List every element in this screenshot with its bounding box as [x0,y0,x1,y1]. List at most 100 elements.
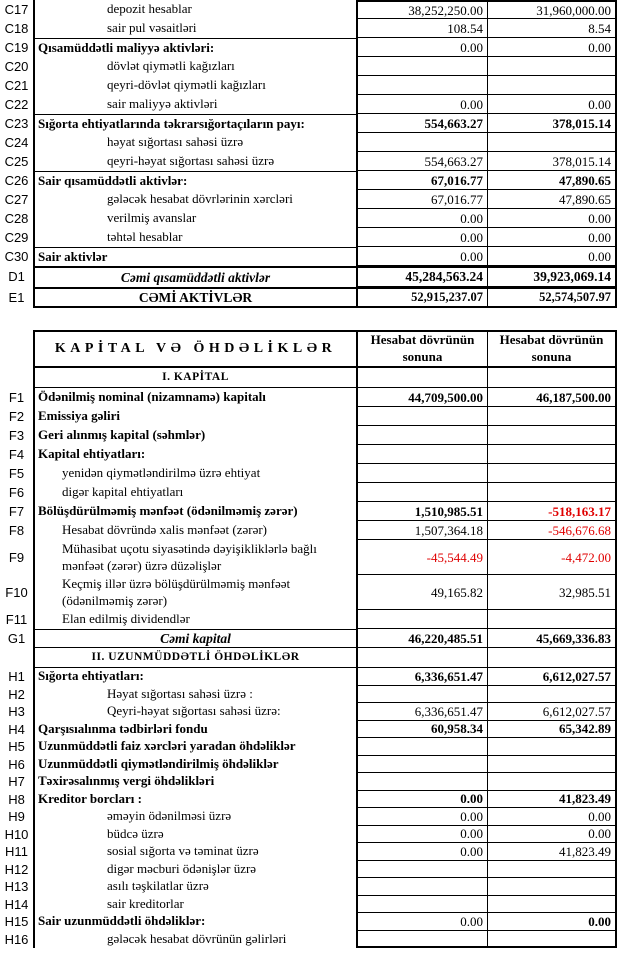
row-value-current-period: 52,915,237.07 [356,287,487,308]
assets-table: C17 depozit hesablar 38,252,250.00 31,96… [0,0,617,308]
table-row: C23 Sığorta ehtiyatlarında təkrarsığorta… [0,114,617,133]
row-value-current-period [356,878,487,896]
row-value-previous-period [487,76,617,95]
column-header-reporting-period-end-2: Hesabat dövrünün sonuna [487,330,617,368]
row-value-current-period: 0.00 [356,790,487,808]
table-row: C27 gələcək hesabat dövrlərinin xərcləri… [0,190,617,209]
row-value-previous-period: 41,823.49 [487,843,617,861]
row-value-previous-period: 65,342.89 [487,720,617,738]
table-row: II. UZUNMÜDDƏTLİ ÖHDƏLİKLƏR [0,648,617,668]
table-row: F8 Hesabat dövründə xalis mənfəət (zərər… [0,521,617,540]
row-value-current-period: 0.00 [356,808,487,826]
row-label: Cəmi kapital [33,629,356,648]
row-value-previous-period: 0.00 [487,808,617,826]
row-label: əməyin ödənilməsi üzrə [33,808,356,826]
row-value-current-period: 554,663.27 [356,114,487,133]
row-value-previous-period: -546,676.68 [487,521,617,540]
row-label: Uzunmüddətli faiz xərcləri yaradan öhdəl… [33,738,356,756]
row-label: Keçmiş illər üzrə bölüşdürülməmiş mənfəə… [33,575,356,610]
row-value-current-period: 0.00 [356,38,487,57]
table-row: H16 gələcək hesabat dövrünün gəlirləri [0,930,617,948]
table-row: H1 Sığorta ehtiyatları: 6,336,651.47 6,6… [0,668,617,686]
row-label: Cəmi qısamüddətli aktivlər [33,266,356,287]
table-row: C25 qeyri-həyat sığortası sahəsi üzrə 55… [0,152,617,171]
capital-and-liabilities-table: KAPİTAL VƏ ÖHDƏLİKLƏR Hesabat dövrünün s… [0,330,617,948]
row-label: dövlət qiymətli kağızları [33,57,356,76]
row-code: F1 [8,390,25,405]
table-row: H14 sair kreditorlar [0,895,617,913]
row-value-previous-period [487,407,617,426]
row-value-previous-period: -518,163.17 [487,502,617,521]
row-label: sair kreditorlar [33,895,356,913]
row-code [0,648,33,668]
row-value-previous-period: 0.00 [487,247,617,266]
row-label: Ödənilmiş nominal (nizamnamə) kapitalı [33,388,356,407]
row-label: Sığorta ehtiyatlarında təkrarsığortaçıla… [33,114,356,133]
row-value-current-period [356,426,487,445]
row-code: F8 [8,523,25,538]
row-code: C27 [4,192,29,207]
row-label: Qarşısıalınma tədbirləri fondu [33,720,356,738]
row-code: C23 [4,116,29,131]
row-value-previous-period [487,773,617,791]
row-value-current-period [356,738,487,756]
row-label: yenidən qiymətləndirilmə üzrə ehtiyat [33,464,356,483]
row-label: gələcək hesabat dövrlərinin xərcləri [33,190,356,209]
table-row: I. KAPİTAL [0,368,617,388]
row-code: H11 [5,844,28,860]
row-value-previous-period [487,464,617,483]
row-value-current-period: 108.54 [356,19,487,38]
row-value-previous-period: 6,612,027.57 [487,703,617,721]
row-code: H10 [4,826,29,842]
row-code: H5 [8,739,25,755]
row-value-previous-period: 0.00 [487,913,617,931]
row-label: qeyri-həyat sığortası sahəsi üzrə [33,152,356,171]
row-label: Mühasibat uçotu siyasətində dəyişikliklə… [33,540,356,575]
row-value-previous-period [487,368,617,388]
row-value-previous-period: 0.00 [487,38,617,57]
row-code: C20 [4,59,29,74]
row-value-previous-period [487,930,617,948]
row-value-current-period: 6,336,651.47 [356,703,487,721]
table-row: C22 sair maliyyə aktivləri 0.00 0.00 [0,95,617,114]
header-code-spacer [0,330,33,368]
row-code: H6 [8,756,25,772]
table-row: H13 asılı təşkilatlar üzrə [0,878,617,896]
row-label: gələcək hesabat dövrünün gəlirləri [33,930,356,948]
row-value-current-period [356,407,487,426]
row-value-current-period: 38,252,250.00 [356,0,487,19]
row-code: H7 [8,774,25,790]
table-row: C17 depozit hesablar 38,252,250.00 31,96… [0,0,617,19]
row-code: F11 [5,612,28,627]
table-row: H4 Qarşısıalınma tədbirləri fondu 60,958… [0,720,617,738]
table-row: H3 Qeyri-həyat sığortası sahəsi üzrə: 6,… [0,703,617,721]
table-row: C21 qeyri-dövlət qiymətli kağızları [0,76,617,95]
row-label: Kapital ehtiyatları: [33,445,356,464]
row-label: həyat sığortası sahəsi üzrə [33,133,356,152]
row-value-previous-period: 378,015.14 [487,152,617,171]
table-row: H8 Kreditor borcları : 0.00 41,823.49 [0,790,617,808]
row-label: II. UZUNMÜDDƏTLİ ÖHDƏLİKLƏR [33,648,356,668]
row-label: sair pul vəsaitləri [33,19,356,38]
row-code: H8 [8,791,25,807]
row-code: H1 [8,669,25,685]
row-label: Kreditor borcları : [33,790,356,808]
table-row: C28 verilmiş avanslar 0.00 0.00 [0,209,617,228]
table-row: F11 Elan edilmiş dividendlər [0,610,617,629]
row-label: Geri alınmış kapital (səhmlər) [33,426,356,445]
row-value-current-period [356,930,487,948]
row-value-current-period: 49,165.82 [356,575,487,610]
row-label: Həyat sığortası sahəsi üzrə : [33,685,356,703]
row-code: H9 [8,809,25,825]
row-value-previous-period: 0.00 [487,209,617,228]
row-value-current-period: 0.00 [356,209,487,228]
row-label: Sığorta ehtiyatları: [33,668,356,686]
table-row: H12 digər məcburi ödənişlər üzrə [0,860,617,878]
table-row: F7 Bölüşdürülməmiş mənfəət (ödənilməmiş … [0,502,617,521]
row-code: H16 [4,931,29,947]
row-value-previous-period [487,685,617,703]
row-code: F6 [8,485,25,500]
row-code: F5 [8,466,25,481]
row-label: Bölüşdürülməmiş mənfəət (ödənilməmiş zər… [33,502,356,521]
table-row: F9 Mühasibat uçotu siyasətində dəyişikli… [0,540,617,575]
